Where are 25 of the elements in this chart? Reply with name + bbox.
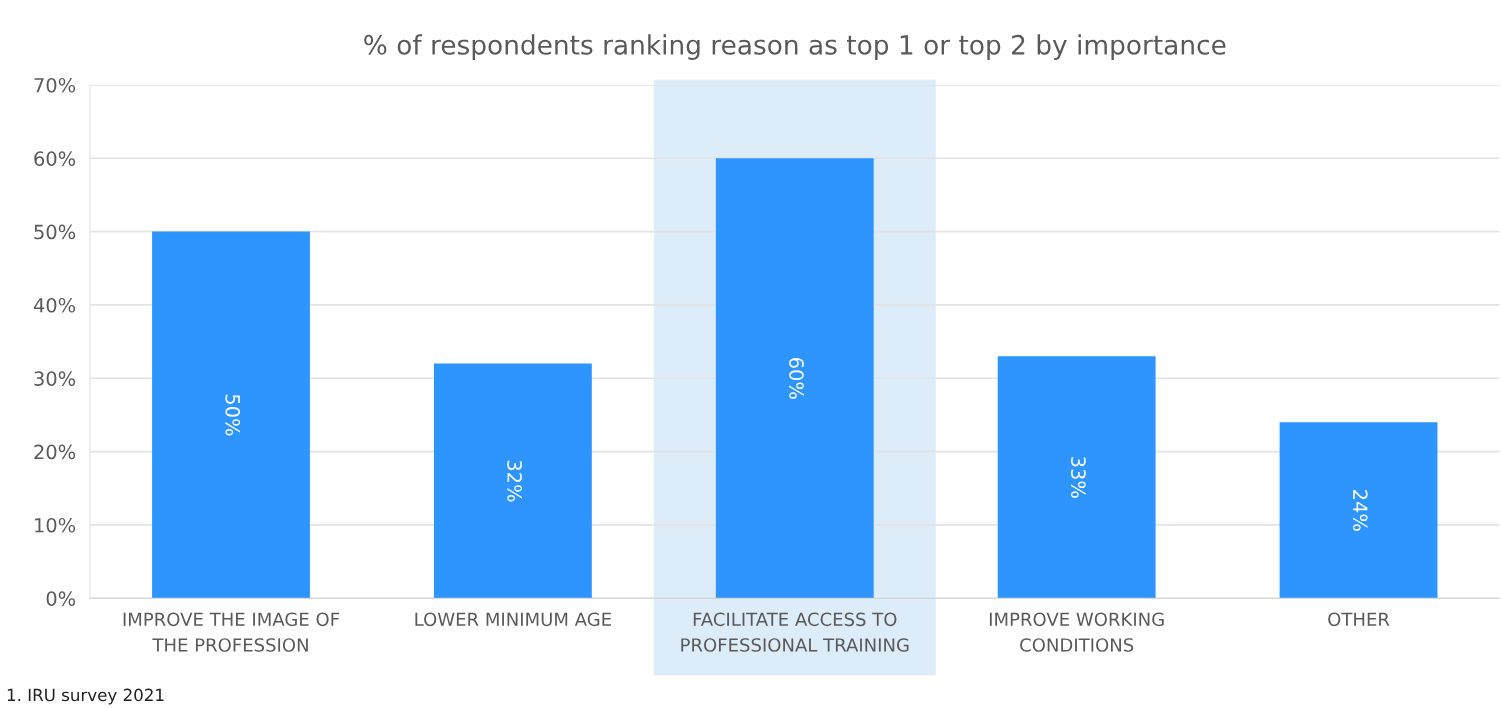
x-tick-label: LOWER MINIMUM AGE <box>415 612 611 627</box>
y-tick-label: 30% <box>34 371 76 386</box>
data-label: 33% <box>1071 457 1086 498</box>
bar <box>997 356 1156 599</box>
y-tick-label: 20% <box>34 444 76 460</box>
bar <box>715 158 874 599</box>
y-tick-label: 70% <box>34 77 76 93</box>
y-tick-label: 40% <box>33 297 76 313</box>
x-tick-label: IMPROVE WORKING CONDITIONS <box>989 612 1164 652</box>
data-label: 60% <box>789 358 804 399</box>
x-tick-label: OTHER <box>1328 612 1390 627</box>
data-label: 50% <box>225 394 241 436</box>
x-tick-label: FACILITATE ACCESS TO PROFESSIONAL TRAINING <box>681 612 909 652</box>
y-tick-label: 10% <box>35 517 76 533</box>
data-label: 32% <box>507 460 522 502</box>
y-tick-label: 60% <box>34 151 76 166</box>
data-label: 24% <box>1352 490 1368 531</box>
bar <box>433 363 592 599</box>
bar <box>152 231 310 599</box>
y-tick-label: 0% <box>46 591 76 606</box>
chart-title: % of respondents ranking reason as top 1 or top 2 by importance <box>364 34 1226 60</box>
bar <box>1279 422 1438 599</box>
text: 1. IRU survey 2021 <box>7 688 164 705</box>
x-tick-label: IMPROVE THE IMAGE OF THE PROFESSION <box>123 612 340 652</box>
y-tick-label: 50% <box>34 224 76 240</box>
